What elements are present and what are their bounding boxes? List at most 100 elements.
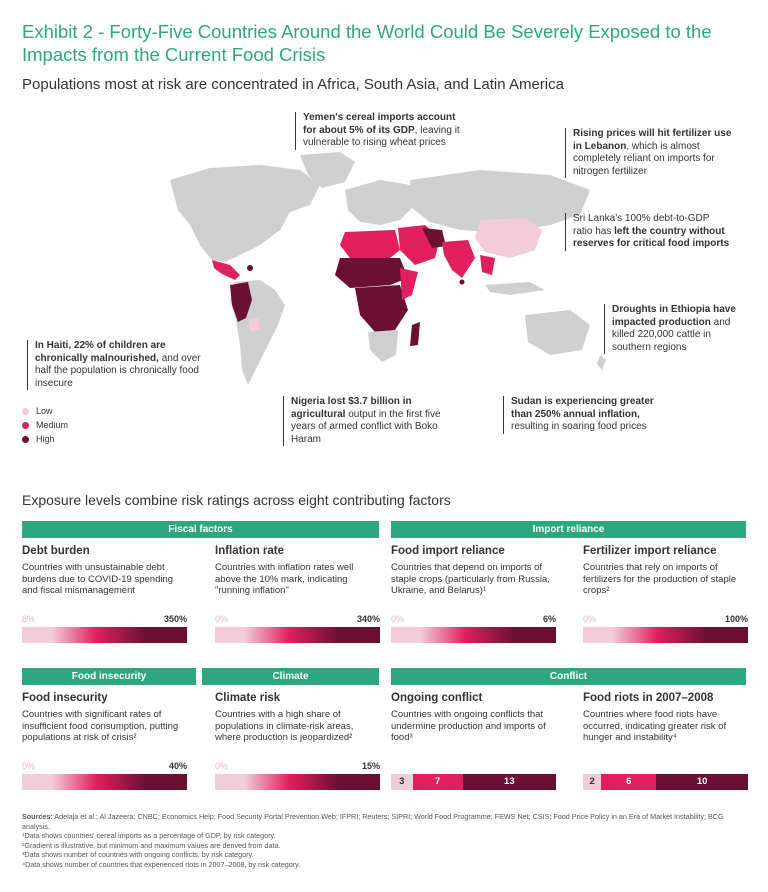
card-climate-risk-title: Climate risk bbox=[215, 692, 281, 704]
card-food-import-title: Food import reliance bbox=[391, 545, 505, 557]
callout-sudan-bold: Sudan is experiencing greater than 250% … bbox=[511, 396, 654, 420]
callout-nigeria: Nigeria lost $3.7 billion in agricultura… bbox=[283, 396, 453, 446]
note-4: ⁴Data shows number of countries that exp… bbox=[22, 859, 301, 869]
band-conflict: Conflict bbox=[391, 668, 746, 685]
callout-lebanon-bold: Rising prices will hit fertilizer use in… bbox=[573, 128, 732, 152]
card-inflation: Inflation rate Countries with inflation … bbox=[215, 545, 380, 597]
map-indonesia bbox=[485, 282, 545, 295]
callout-srilanka-pre: Sri Lanka's 100% debt-to-GDP ratio has bbox=[573, 213, 710, 237]
section-title: Exposure levels combine risk ratings acr… bbox=[22, 492, 451, 508]
band-climate: Climate bbox=[202, 668, 379, 685]
inflation-scale-labels: 0% 340% bbox=[215, 614, 380, 624]
card-food-import-desc: Countries that depend on imports of stap… bbox=[391, 562, 550, 596]
climate-risk-max: 15% bbox=[361, 761, 380, 771]
map-iran-high bbox=[422, 228, 446, 248]
page-subtitle: Populations most at risk are concentrate… bbox=[22, 76, 564, 93]
card-fertilizer-title: Fertilizer import reliance bbox=[583, 545, 717, 557]
legend-dot-high bbox=[22, 435, 29, 443]
card-debt-desc: Countries with unsustainable debt burden… bbox=[22, 562, 174, 596]
debt-min: 8% bbox=[22, 614, 36, 624]
fertilizer-max: 100% bbox=[724, 614, 748, 624]
callout-sudan-rest: resulting in soaring food prices bbox=[511, 421, 647, 432]
map-asia bbox=[410, 170, 590, 232]
map-madagascar bbox=[410, 322, 420, 346]
conflict-bar-high: 13 bbox=[462, 774, 556, 790]
callout-sudan: Sudan is experiencing greater than 250% … bbox=[503, 396, 673, 434]
card-food-insecurity-title: Food insecurity bbox=[22, 692, 108, 704]
debt-max: 350% bbox=[163, 614, 187, 624]
riots-bar-medium: 6 bbox=[601, 774, 657, 790]
map-haiti bbox=[247, 265, 253, 271]
page-title: Exhibit 2 - Forty-Five Countries Around … bbox=[22, 21, 712, 65]
card-conflict-desc: Countries with ongoing conflicts that un… bbox=[391, 709, 546, 743]
map-new-zealand bbox=[597, 355, 606, 370]
callout-ethiopia-bold: Droughts in Ethiopia have impacted produ… bbox=[612, 304, 736, 328]
climate-risk-gradient-bar bbox=[215, 774, 380, 790]
callout-ethiopia-rest: and killed 220,000 cattle in southern re… bbox=[612, 316, 731, 353]
callout-lebanon: Rising prices will hit fertilizer use in… bbox=[565, 128, 740, 178]
sources-text: Adelaja et al.; Al Jazeera; CNBC; Econom… bbox=[22, 812, 724, 831]
food-insecurity-min: 0% bbox=[22, 761, 36, 771]
food-import-min: 0% bbox=[391, 614, 405, 624]
fertilizer-scale-labels: 0% 100% bbox=[583, 614, 748, 624]
sources-label: Sources: bbox=[22, 812, 53, 821]
riots-bar-low: 2 bbox=[583, 774, 602, 790]
legend-label-medium: Medium bbox=[36, 420, 69, 430]
conflict-bar-medium: 7 bbox=[412, 774, 463, 790]
card-food-insecurity: Food insecurity Countries with significa… bbox=[22, 692, 187, 744]
food-import-max: 6% bbox=[542, 614, 556, 624]
map-greenland bbox=[300, 152, 355, 188]
legend-item-high: High bbox=[22, 432, 68, 446]
card-debt: Debt burden Countries with unsustainable… bbox=[22, 545, 187, 597]
climate-risk-scale-labels: 0% 15% bbox=[215, 761, 380, 771]
climate-risk-min: 0% bbox=[215, 761, 229, 771]
callout-lebanon-rest: , which is almost completely reliant on … bbox=[573, 140, 715, 177]
card-debt-title: Debt burden bbox=[22, 545, 90, 557]
conflict-stacked-bar: 3 7 13 bbox=[391, 774, 556, 790]
map-north-america bbox=[170, 165, 320, 262]
band-food-insecurity: Food insecurity bbox=[22, 668, 196, 685]
band-fiscal: Fiscal factors bbox=[22, 521, 379, 538]
callout-srilanka: Sri Lanka's 100% debt-to-GDP ratio has l… bbox=[565, 213, 730, 251]
card-climate-risk: Climate risk Countries with a high share… bbox=[215, 692, 380, 744]
legend-dot-medium bbox=[22, 421, 29, 429]
map-sri-lanka bbox=[459, 279, 465, 285]
legend-dot-low bbox=[22, 407, 29, 415]
card-inflation-desc: Countries with inflation rates well abov… bbox=[215, 562, 354, 596]
callout-haiti-rest: and over half the population is chronica… bbox=[35, 352, 201, 389]
card-riots: Food riots in 2007–2008 Countries where … bbox=[583, 692, 748, 744]
food-insecurity-scale-labels: 0% 40% bbox=[22, 761, 187, 771]
card-fertilizer: Fertilizer import reliance Countries tha… bbox=[583, 545, 748, 597]
riots-stacked-bar: 2 6 10 bbox=[583, 774, 748, 790]
card-conflict: Ongoing conflict Countries with ongoing … bbox=[391, 692, 556, 744]
map-india bbox=[442, 240, 475, 278]
map-africa-sahel bbox=[335, 258, 408, 288]
inflation-min: 0% bbox=[215, 614, 229, 624]
legend-item-medium: Medium bbox=[22, 418, 68, 432]
callout-haiti-bold: In Haiti, 22% of children are chronicall… bbox=[35, 340, 166, 364]
map-africa-south bbox=[368, 330, 398, 362]
food-insecurity-gradient-bar bbox=[22, 774, 187, 790]
card-riots-title: Food riots in 2007–2008 bbox=[583, 692, 714, 704]
conflict-bar-low: 3 bbox=[391, 774, 413, 790]
callout-nigeria-bold: Nigeria lost $3.7 billion in agricultura… bbox=[291, 396, 412, 420]
legend-label-low: Low bbox=[36, 406, 53, 416]
band-import: Import reliance bbox=[391, 521, 746, 538]
note-1: ¹Data shows countries' cereal imports as… bbox=[22, 831, 276, 841]
callout-yemen: Yemen's cereal imports account for about… bbox=[295, 112, 470, 150]
map-china bbox=[475, 218, 542, 258]
food-import-scale-labels: 0% 6% bbox=[391, 614, 556, 624]
card-food-insecurity-desc: Countries with significant rates of insu… bbox=[22, 709, 179, 743]
inflation-gradient-bar bbox=[215, 627, 380, 643]
callout-haiti: In Haiti, 22% of children are chronicall… bbox=[27, 340, 207, 390]
food-insecurity-max: 40% bbox=[168, 761, 187, 771]
card-conflict-title: Ongoing conflict bbox=[391, 692, 483, 704]
callout-nigeria-rest: output in the first five years of armed … bbox=[291, 408, 441, 445]
food-import-gradient-bar bbox=[391, 627, 556, 643]
riots-bar-high: 10 bbox=[656, 774, 748, 790]
fertilizer-gradient-bar bbox=[583, 627, 748, 643]
world-map bbox=[170, 152, 606, 385]
note-3: ³Data shows number of countries with ong… bbox=[22, 850, 254, 860]
note-2: ²Gradient is illustrative, but minimum a… bbox=[22, 840, 281, 850]
map-australia bbox=[525, 310, 590, 355]
